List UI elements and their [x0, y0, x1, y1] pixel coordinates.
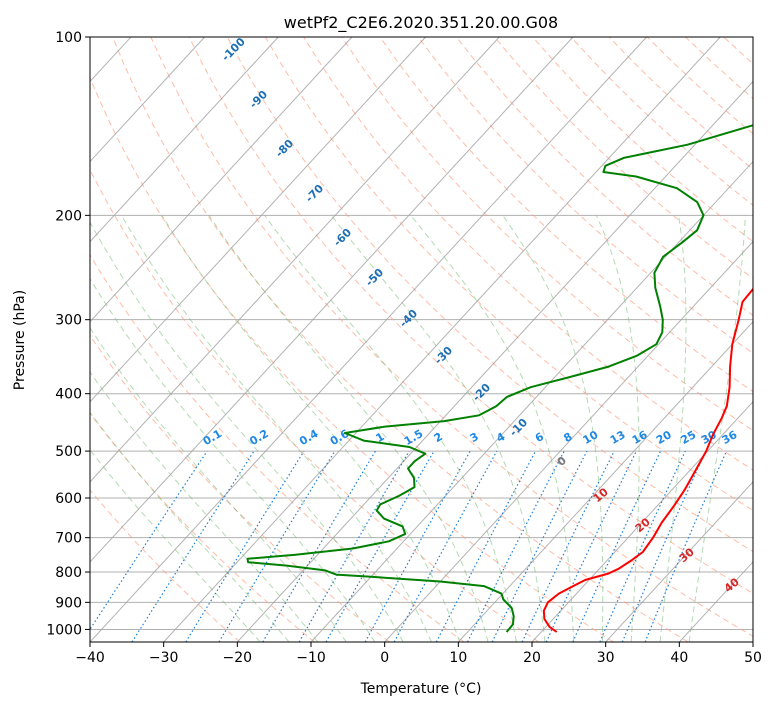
- dewpoint-profile: [246, 124, 753, 633]
- dry-adiabat-line: [341, 37, 753, 432]
- moist-adiabat-line: [595, 215, 640, 642]
- dry-adiabat-line: [188, 37, 753, 595]
- isotherm-line: [90, 37, 279, 243]
- x-tick-label: −20: [223, 650, 253, 666]
- mixing-ratio-line: [644, 450, 728, 642]
- y-tick-label: 900: [55, 595, 82, 611]
- isotherm-line: [310, 160, 753, 642]
- isotherm-line: [90, 37, 574, 563]
- moist-adiabat-line: [161, 215, 461, 642]
- isotherm-line: [236, 80, 753, 642]
- moist-adiabat-line: [502, 215, 604, 642]
- x-tick-label: −40: [75, 650, 105, 666]
- plot-background: [90, 37, 753, 642]
- x-tick-label: 30: [597, 650, 615, 666]
- x-tick-label: 20: [523, 650, 541, 666]
- temperature-profile: [542, 287, 753, 633]
- x-axis-title: Temperature (°C): [360, 681, 482, 697]
- moist-adiabat-line: [330, 214, 546, 642]
- isotherm-line: [605, 481, 753, 642]
- isotherm-line: [90, 37, 353, 323]
- isotherm-line: [90, 37, 426, 403]
- chart-title: wetPf2_C2E6.2020.351.20.00.G08: [284, 13, 558, 33]
- mixing-ratio-line: [90, 450, 208, 631]
- mixing-ratio-line: [491, 450, 588, 642]
- isotherm-line: [0, 37, 57, 642]
- y-tick-label: 700: [55, 531, 82, 547]
- mixing-ratio-line: [599, 450, 686, 642]
- mixing-ratio-line: [185, 450, 305, 642]
- dry-adiabat-line: [90, 489, 241, 642]
- isotherm-line: [90, 37, 205, 163]
- x-tick-label: 0: [380, 650, 389, 666]
- mixing-ratio-line: [364, 450, 471, 642]
- mixing-ratio-line: [466, 450, 565, 642]
- y-tick-label: 300: [55, 313, 82, 329]
- dry-adiabat-line: [90, 76, 614, 642]
- moist-adiabat-line: [90, 221, 404, 642]
- x-tick-label: 40: [670, 650, 688, 666]
- moist-adiabat-line: [90, 277, 376, 642]
- moist-adiabat-line: [121, 215, 432, 642]
- dry-adiabat-line: [226, 37, 753, 553]
- plot-frame: [89, 36, 754, 643]
- x-axis: −40 −30 −20 −10 0 10 20 30 40 50: [75, 642, 762, 666]
- y-tick-label: 1000: [46, 622, 82, 638]
- y-tick-label: 800: [55, 565, 82, 581]
- y-tick-label: 200: [55, 208, 82, 224]
- dry-adiabat-line: [90, 334, 390, 642]
- moist-adiabat-line: [659, 215, 687, 642]
- dry-adiabat-line: [150, 37, 753, 637]
- x-tick-label: 10: [449, 650, 467, 666]
- mixing-ratio-line: [325, 450, 435, 642]
- dry-adiabat-line: [90, 168, 540, 642]
- isotherm-line: [90, 37, 647, 642]
- moist-adiabat-line: [90, 449, 261, 642]
- y-axis: 1000 900 800 700 600 500 400 300 200 100: [46, 30, 90, 638]
- y-tick-label: 400: [55, 387, 82, 403]
- mixing-ratio-line: [218, 450, 336, 642]
- x-tick-label: −30: [149, 650, 179, 666]
- mixing-ratio-line: [131, 450, 255, 642]
- y-tick-label: 500: [55, 444, 82, 460]
- dry-adiabat-line: [264, 37, 753, 512]
- x-tick-label: −10: [296, 650, 326, 666]
- isotherm-line: [752, 641, 753, 642]
- isotherm-line: [163, 37, 721, 642]
- isotherm-line: [384, 240, 753, 642]
- isotherm-line: [531, 401, 753, 642]
- dry-adiabat-line: [90, 253, 465, 642]
- mixing-ratio-line: [393, 450, 498, 642]
- moist-adiabat-line: [208, 215, 489, 642]
- y-tick-label: 100: [55, 30, 82, 46]
- y-axis-title: Pressure (hPa): [12, 290, 28, 390]
- y-tick-label: 600: [55, 491, 82, 507]
- dry-adiabat-line: [303, 37, 753, 471]
- moist-adiabat-line: [410, 214, 575, 642]
- isotherm-line: [90, 37, 500, 483]
- isotherm-line: [457, 320, 753, 642]
- dry-adiabat-line: [762, 37, 775, 642]
- mixing-ratio-line: [621, 450, 707, 642]
- x-tick-label: 50: [744, 650, 762, 666]
- dry-adiabat-line: [90, 412, 316, 642]
- moist-adiabat-line: [90, 327, 347, 642]
